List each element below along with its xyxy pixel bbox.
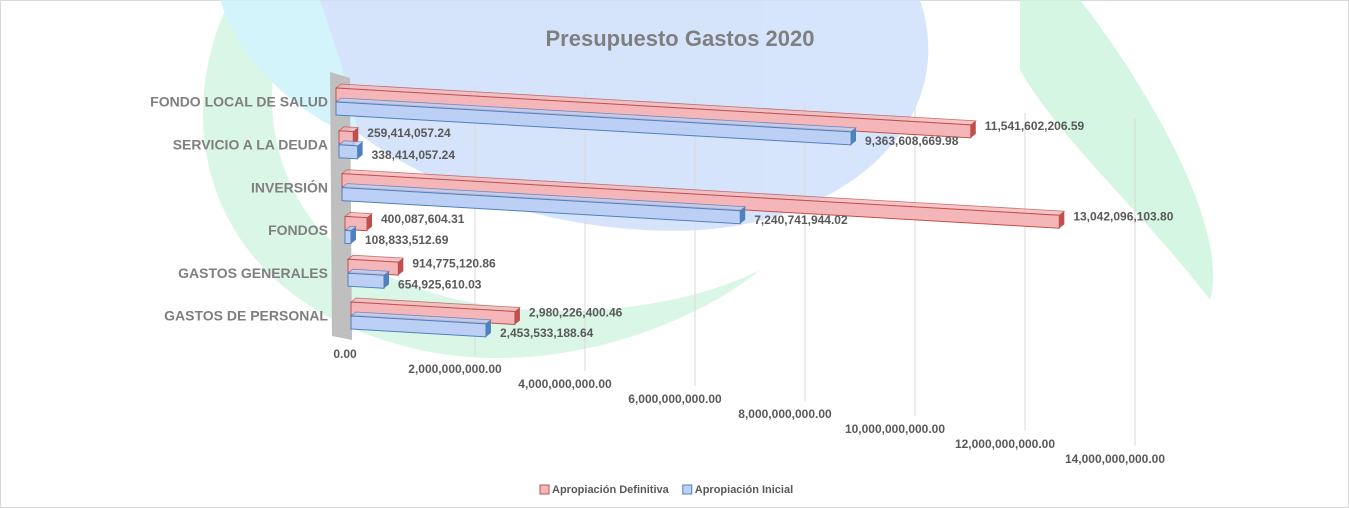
value-label: 108,833,512.69 — [365, 233, 449, 247]
legend-swatch — [539, 484, 550, 495]
bar-cap — [514, 307, 520, 325]
x-tick-label: 12,000,000,000.00 — [955, 437, 1055, 451]
legend-swatch — [682, 484, 693, 495]
value-label: 2,453,533,188.64 — [500, 326, 594, 340]
category-label: FONDO LOCAL DE SALUD — [150, 94, 328, 110]
x-tick-label: 4,000,000,000.00 — [518, 377, 612, 391]
legend-label: Apropiación Inicial — [695, 484, 793, 496]
bar-cap — [1059, 211, 1065, 229]
chart-title: Presupuesto Gastos 2020 — [545, 26, 814, 51]
bar-cap — [384, 271, 390, 289]
bar — [347, 272, 385, 289]
x-tick-label: 10,000,000,000.00 — [845, 422, 945, 436]
value-label: 338,414,057.24 — [372, 148, 456, 162]
bar-cap — [357, 141, 363, 159]
bar-cap — [350, 226, 356, 244]
x-tick-label: 2,000,000,000.00 — [408, 362, 502, 376]
bar-cap — [367, 213, 373, 231]
category-label: GASTOS GENERALES — [178, 265, 328, 281]
value-label: 9,363,608,669.98 — [865, 134, 959, 148]
bar-cap — [850, 127, 856, 145]
category-label: GASTOS DE PERSONAL — [164, 308, 328, 324]
x-tick-label: 14,000,000,000.00 — [1065, 452, 1165, 466]
value-label: 400,087,604.31 — [381, 212, 465, 226]
legend-label: Apropiación Definitiva — [552, 484, 670, 496]
x-tick-label: 8,000,000,000.00 — [738, 407, 832, 421]
category-label: FONDOS — [268, 222, 328, 238]
bar-cap — [353, 127, 359, 145]
x-tick-label: 0.00 — [333, 347, 357, 361]
x-tick-label: 6,000,000,000.00 — [628, 392, 722, 406]
value-label: 914,775,120.86 — [412, 256, 496, 270]
bar — [338, 144, 359, 160]
bar-cap — [970, 120, 976, 138]
value-label: 2,980,226,400.46 — [529, 306, 623, 320]
bar-cap — [485, 319, 491, 337]
bar — [344, 229, 352, 245]
value-label: 13,042,096,103.80 — [1073, 209, 1173, 223]
value-label: 7,240,741,944.02 — [754, 213, 848, 227]
value-label: 654,925,610.03 — [398, 277, 482, 291]
bar-cap — [398, 258, 404, 276]
value-label: 11,541,602,206.59 — [985, 119, 1085, 133]
category-label: SERVICIO A LA DEUDA — [173, 137, 328, 153]
bar-cap — [740, 206, 746, 224]
category-label: INVERSIÓN — [251, 178, 328, 195]
value-label: 259,414,057.24 — [367, 126, 451, 140]
